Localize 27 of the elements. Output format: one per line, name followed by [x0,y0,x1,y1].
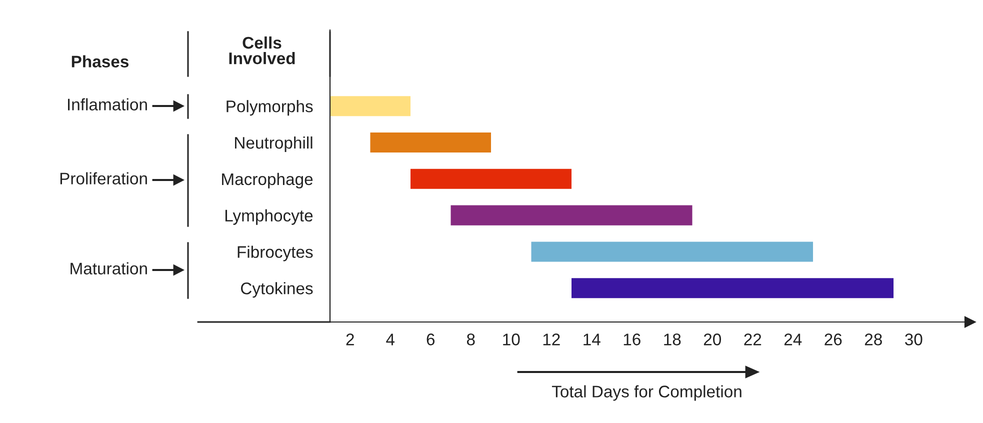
x-tick-label: 2 [346,334,354,346]
text: Inflamation [68,98,147,110]
y-tick-label: Neutrophill [235,136,312,152]
x-tick-label: 20 [704,334,722,346]
x-tick-label: 16 [624,334,640,346]
x-tick-label: 24 [784,334,802,346]
x-axis-title: Total Days for Completion [552,385,742,401]
x-tick-label: 30 [905,334,922,346]
y-tick-label: Fibrocytes [238,246,313,262]
x-tick-label: 28 [864,334,882,346]
x-tick-label: 18 [664,334,681,346]
x-tick-label: 10 [503,334,520,346]
x-tick-label: 12 [543,334,560,346]
x-tick-label: 26 [824,334,842,346]
text: Cells Involved [229,36,295,64]
x-tick-label: 8 [466,334,475,346]
x-tick-label: 14 [584,334,600,346]
y-tick-label: Cytokines [241,282,313,298]
y-tick-label: Polymorphs [226,100,313,116]
text: Maturation [70,262,147,274]
x-tick-label: 6 [426,334,435,346]
x-tick-label: 4 [386,334,395,346]
y-tick-label: Macrophage [222,172,313,188]
y-tick-label: Lymphocyte [225,209,313,225]
text: Proliferation [60,172,147,184]
x-tick-label: 22 [744,334,762,346]
text: Phases [72,55,129,68]
